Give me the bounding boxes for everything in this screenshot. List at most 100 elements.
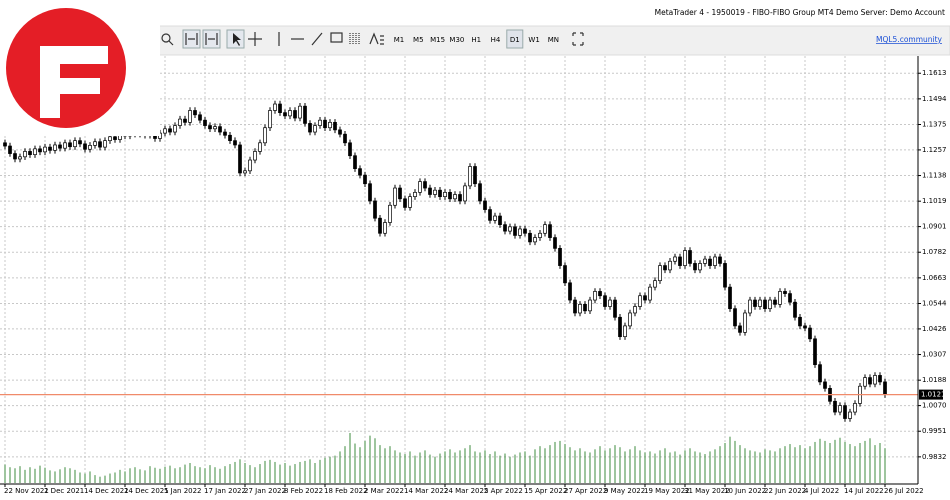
y-tick-label: 1.1138 [922, 172, 947, 180]
volume-bar [774, 451, 776, 483]
candle-body [308, 123, 312, 133]
volume-bar [9, 467, 11, 483]
candle-body [203, 119, 207, 126]
volume-bar [64, 467, 66, 483]
volume-bar [89, 471, 91, 483]
candle-body [783, 291, 787, 294]
candle-body [298, 105, 302, 119]
timeframe-button[interactable]: D1 [510, 36, 520, 44]
timeframe-button[interactable]: MN [548, 36, 559, 44]
volume-bar [304, 460, 306, 483]
volume-bar [49, 470, 51, 483]
candle-body [378, 217, 382, 234]
volume-bar [679, 454, 681, 483]
shapes-button[interactable] [369, 32, 384, 45]
volume-bar [439, 453, 441, 483]
volume-bar [209, 465, 211, 483]
volume-bar [184, 464, 186, 483]
candle-body [423, 181, 427, 189]
volume-bar [479, 452, 481, 483]
timeframe-group: M1 M5 M15 M30 H1 H4 D1 W1 MN [394, 29, 559, 49]
candle-body [248, 159, 252, 172]
candle-body [218, 126, 222, 133]
timeframe-button[interactable]: H1 [471, 36, 481, 44]
candle-body [208, 125, 212, 130]
volume-bar [594, 449, 596, 483]
timeframe-button[interactable]: M5 [413, 36, 424, 44]
candle-body [693, 263, 697, 271]
candle-body [368, 183, 372, 202]
y-tick-label: 0.9832 [922, 453, 947, 461]
fullscreen-button[interactable] [572, 32, 584, 46]
x-tick-label: 15 Apr 2022 [524, 487, 567, 495]
volume-bar [494, 451, 496, 483]
timeframe-button[interactable]: M1 [394, 36, 405, 44]
candle-body [813, 338, 817, 366]
volume-bar [219, 468, 221, 483]
toolbar-icons [161, 29, 584, 49]
candle-body [808, 327, 812, 340]
crosshair-button[interactable] [248, 32, 262, 46]
volume-bar [499, 455, 501, 483]
volume-bar [279, 464, 281, 483]
volume-bar [34, 468, 36, 483]
volume-bar [124, 471, 126, 483]
timeframe-button[interactable]: W1 [528, 36, 539, 44]
window-title: MetaTrader 4 - 1950019 - FIBO-FIBO Group… [655, 8, 945, 17]
volume-bar [634, 446, 636, 483]
y-tick-label: 1.0426 [922, 325, 947, 333]
volume-bar [29, 467, 31, 483]
candle-body [883, 381, 887, 395]
volume-bar [254, 467, 256, 483]
volume-bar [419, 452, 421, 483]
volume-bar [109, 473, 111, 483]
candle-body [73, 140, 77, 148]
trendline-button[interactable] [311, 32, 323, 46]
volume-bar [294, 464, 296, 483]
x-tick-label: 22 Jun 2022 [764, 487, 806, 495]
timeframe-button[interactable]: M15 [430, 36, 445, 44]
volume-bar [259, 464, 261, 483]
candle-body [283, 112, 287, 117]
text-button[interactable] [330, 32, 343, 43]
zoom-out-button[interactable] [161, 33, 171, 43]
timeframe-button[interactable]: H4 [491, 36, 501, 44]
candle-body [653, 280, 657, 288]
timeframe-button[interactable]: M30 [449, 36, 464, 44]
candle-body [633, 306, 637, 314]
volume-bar [519, 452, 521, 483]
candle-body [358, 168, 362, 176]
x-tick-label: 10 Jun 2022 [724, 487, 766, 495]
candle-body [668, 260, 672, 271]
candle-body [613, 299, 617, 318]
mql5-link[interactable]: MQL5.community [876, 35, 943, 44]
volume-bar [754, 451, 756, 483]
fibo-button[interactable] [349, 33, 360, 45]
volume-bar [54, 471, 56, 483]
volume-bar [794, 447, 796, 483]
candle-body [588, 299, 592, 312]
candle-body [303, 105, 307, 124]
candle-body [428, 187, 432, 195]
candle-body [433, 189, 437, 195]
volume-bar [744, 448, 746, 483]
volume-bar [229, 464, 231, 483]
volume-bar [804, 448, 806, 483]
volume-bar [114, 472, 116, 483]
candle-body [638, 295, 642, 307]
zoom-handle [168, 40, 174, 46]
candle-body [68, 142, 72, 148]
volume-bar [799, 445, 801, 483]
y-tick-label: 1.1019 [922, 197, 947, 205]
candle-body [338, 129, 342, 135]
volume-bar [649, 451, 651, 483]
volume-bar [759, 452, 761, 483]
volume-bar [779, 448, 781, 483]
candle-body [408, 196, 412, 208]
volume-bar [809, 446, 811, 483]
candle-body [238, 144, 242, 174]
volume-bar [129, 468, 131, 483]
candle-body [18, 156, 22, 160]
volume-bar [549, 445, 551, 483]
